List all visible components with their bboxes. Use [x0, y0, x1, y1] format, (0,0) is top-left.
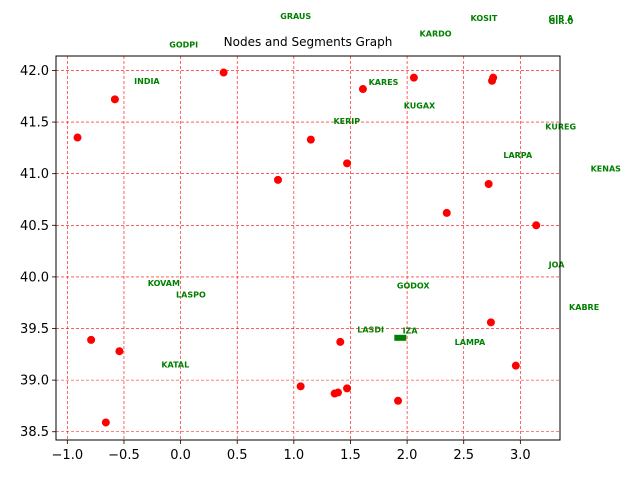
waypoint-label: LAMPA: [455, 338, 486, 347]
waypoint-label: GODPI: [169, 41, 198, 50]
markers: [394, 334, 407, 341]
chart-title: Nodes and Segments Graph: [224, 35, 393, 49]
data-point: [296, 382, 305, 391]
waypoint-label: KERIP: [333, 117, 360, 126]
plot-frame: [55, 55, 561, 441]
waypoint-label: LASDI: [357, 326, 384, 335]
data-points: [73, 68, 541, 427]
waypoint-label: IZA: [403, 327, 419, 336]
data-point: [442, 208, 451, 217]
data-point: [532, 221, 541, 230]
grid: [56, 56, 560, 440]
waypoint-label: GRAUS: [280, 12, 311, 21]
y-tick-label: 38.5: [20, 425, 49, 440]
waypoint-label: KABRE: [569, 303, 599, 312]
waypoint-label: KOVAM: [148, 279, 180, 288]
y-tick-label: 39.5: [20, 322, 49, 337]
waypoint-label: KUREG: [545, 122, 576, 131]
data-point: [306, 135, 315, 144]
data-point: [343, 384, 352, 393]
data-point: [511, 361, 520, 370]
x-tick-label: 3.0: [510, 448, 531, 463]
waypoint-label: GIR.0: [549, 17, 574, 26]
waypoint-label: INDIA: [134, 77, 160, 86]
data-point: [336, 337, 345, 346]
data-point: [334, 388, 343, 397]
data-point: [486, 318, 495, 327]
data-point: [343, 159, 352, 168]
waypoint-label: LARPA: [503, 151, 533, 160]
waypoint-label: KARES: [369, 78, 399, 87]
waypoint-label: KUGAX: [404, 102, 436, 111]
waypoint-label: KARDO: [420, 29, 452, 38]
x-tick-label: −0.5: [108, 448, 140, 463]
y-tick-label: 41.5: [20, 116, 49, 131]
waypoint-label: KATAL: [161, 361, 189, 370]
data-point: [273, 175, 282, 184]
y-tick-label: 40.0: [20, 270, 49, 285]
x-tick-label: 2.5: [453, 448, 474, 463]
waypoint-label: LASPO: [176, 291, 206, 300]
data-point: [358, 85, 367, 94]
y-tick-label: 42.0: [20, 64, 49, 79]
x-tick-label: 2.0: [397, 448, 418, 463]
data-point: [394, 396, 403, 405]
axis-ticks: −1.0 −0.5 0.0 0.5 1.0 1.5 2.0 2.5 3.0 38.5 39.0 39.…: [20, 64, 531, 463]
x-tick-label: −1.0: [52, 448, 84, 463]
x-tick-label: 1.5: [340, 448, 361, 463]
waypoint-label: GODOX: [397, 281, 431, 290]
segment-marker: [394, 334, 407, 341]
x-tick-label: 0.5: [227, 448, 248, 463]
y-tick-label: 39.0: [20, 374, 49, 389]
waypoint-label: KOSIT: [471, 14, 498, 23]
y-tick-label: 40.5: [20, 219, 49, 234]
data-point: [73, 133, 82, 142]
data-point: [219, 68, 228, 77]
waypoint-label: KENAS: [591, 165, 622, 174]
data-point: [110, 95, 119, 104]
waypoint-label: GIR A: [549, 14, 574, 23]
data-point: [488, 76, 497, 85]
data-point: [87, 335, 96, 344]
data-point: [484, 180, 493, 188]
waypoint-label: JOA: [548, 261, 566, 270]
x-tick-label: 0.0: [170, 448, 191, 463]
y-tick-label: 41.0: [20, 167, 49, 182]
data-point: [115, 347, 124, 356]
x-tick-label: 1.0: [283, 448, 304, 463]
data-point: [101, 418, 110, 427]
data-point: [409, 73, 418, 82]
